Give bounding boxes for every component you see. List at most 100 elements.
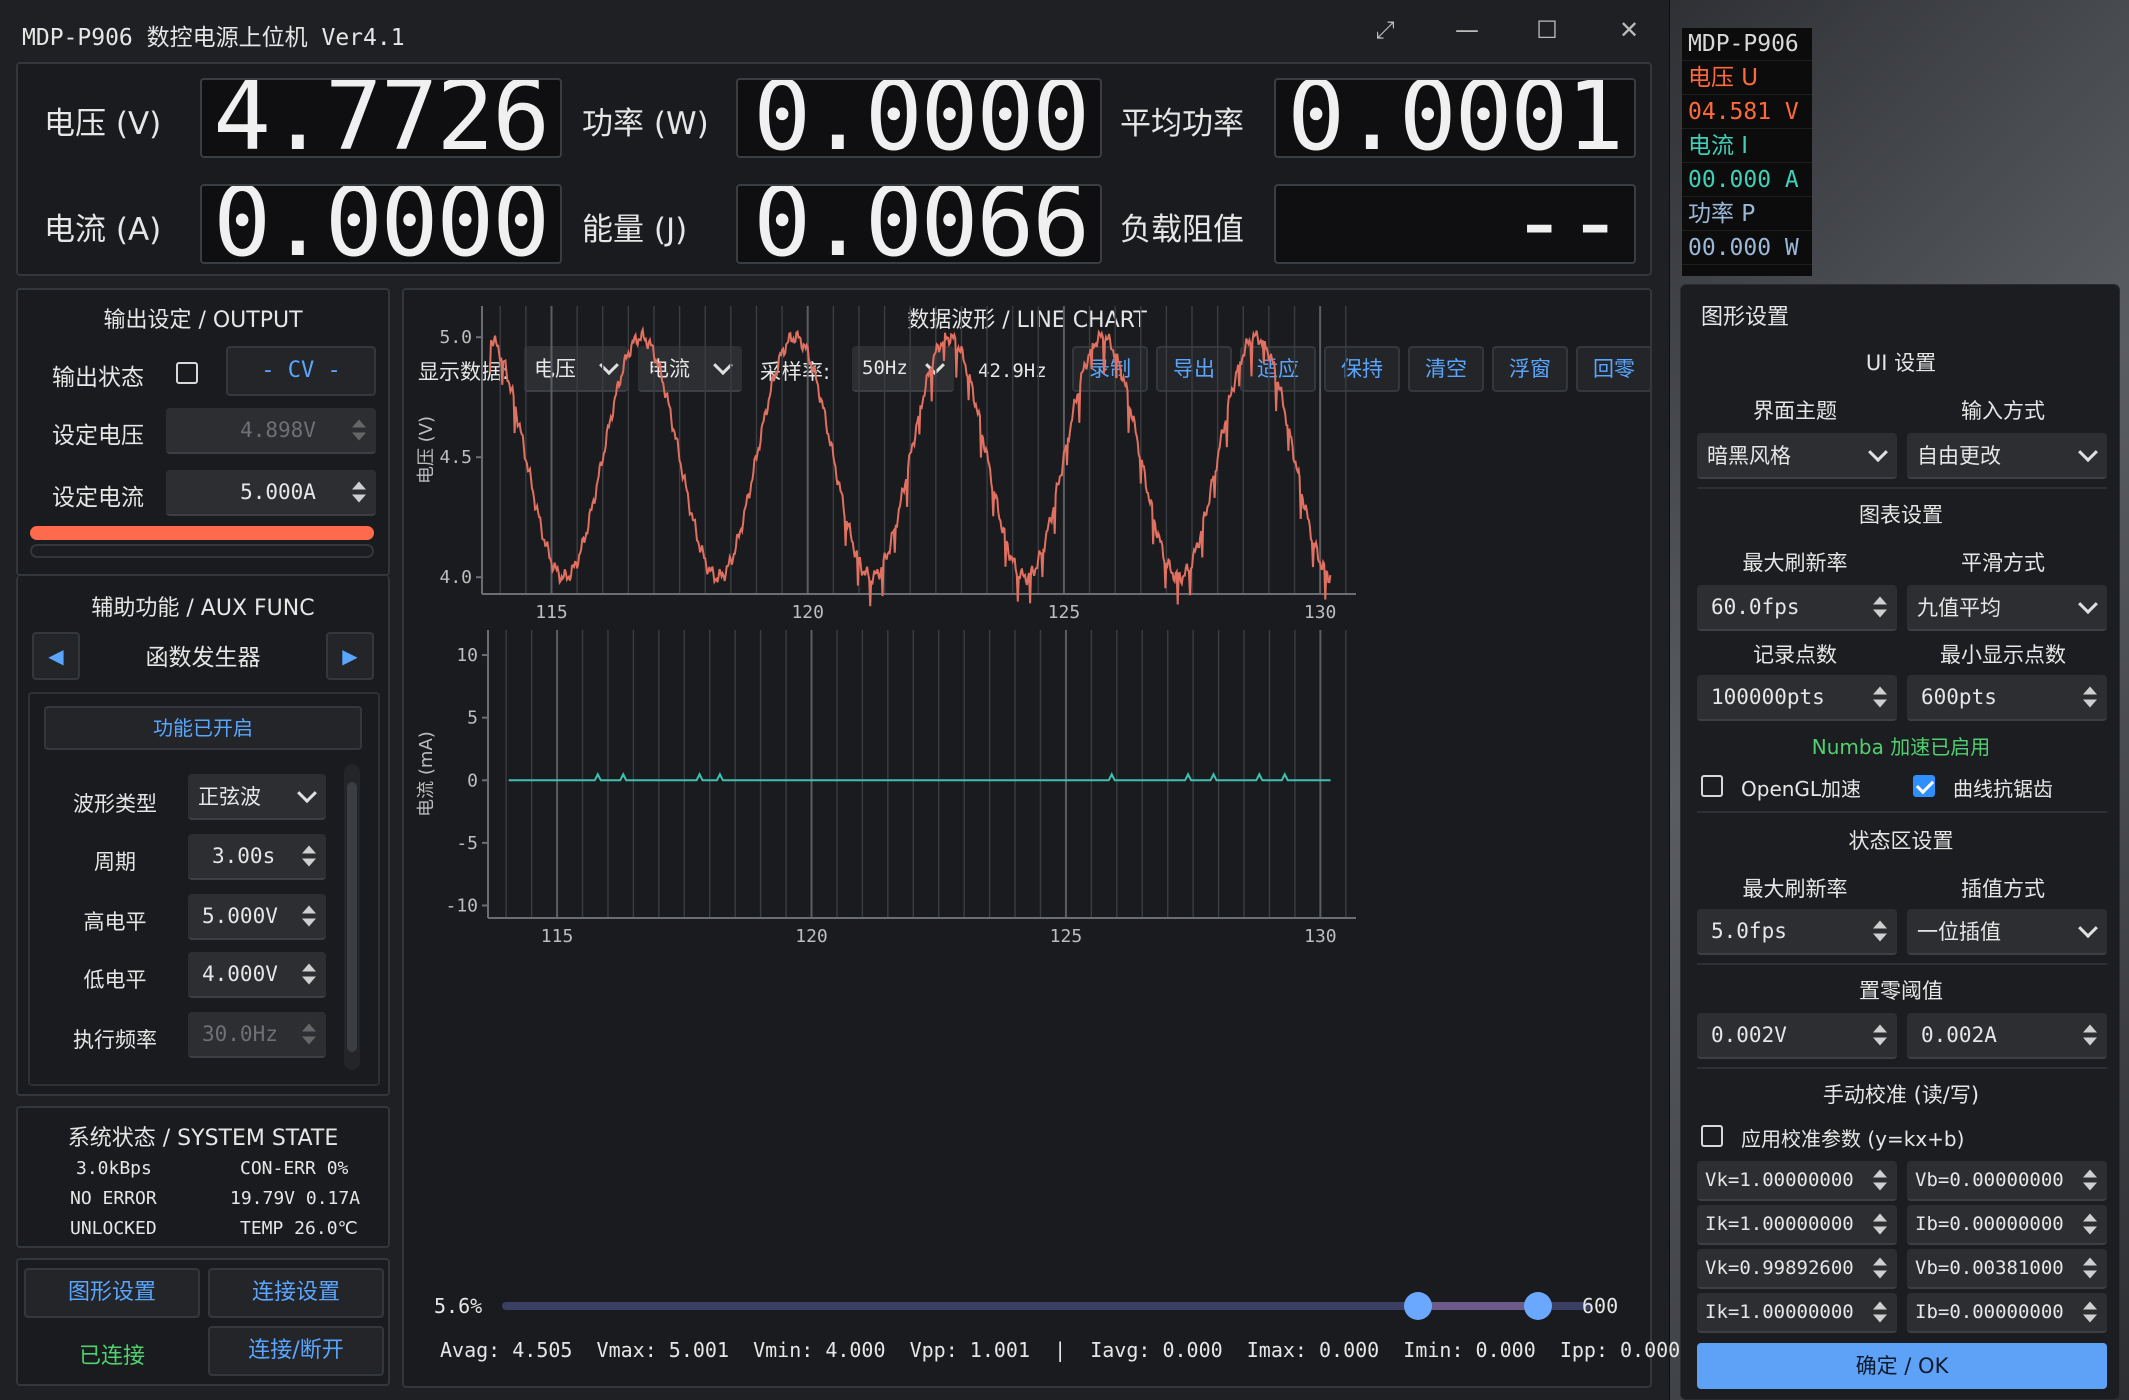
range-slider-upper-handle[interactable] xyxy=(1523,1292,1552,1320)
spin-arrows-icon[interactable] xyxy=(2083,1213,2097,1235)
spin-arrows-icon[interactable] xyxy=(352,419,366,441)
close-icon[interactable]: ✕ xyxy=(1618,16,1640,44)
spin-arrows-icon[interactable] xyxy=(302,963,316,985)
title-bar[interactable]: MDP-P906 数控电源上位机 Ver4.1 ⤢ — ☐ ✕ xyxy=(0,0,1670,62)
high-level-spinbox[interactable]: 5.000V xyxy=(188,894,326,940)
spin-arrows-icon[interactable] xyxy=(1873,686,1887,708)
show-data-combo-1[interactable]: 电压 xyxy=(524,346,628,392)
connection-settings-button[interactable]: 连接设置 xyxy=(208,1268,384,1318)
show-data-label: 显示数据: xyxy=(418,360,510,384)
mode-button[interactable]: - CV - xyxy=(226,346,376,396)
chevron-down-icon xyxy=(1868,442,1888,463)
wave-type-combo[interactable]: 正弦波 xyxy=(188,774,326,820)
mini-monitor: MDP-P906 电压 U 04.581 V 电流 I 00.000 A 功率 … xyxy=(1682,28,1812,276)
spin-arrows-icon[interactable] xyxy=(302,1023,316,1045)
record-points-label: 记录点数 xyxy=(1753,643,1837,667)
set-voltage-spinbox[interactable]: 4.898V xyxy=(166,408,376,454)
voltage-value: 4.7726 xyxy=(200,78,562,158)
next-func-button[interactable]: ▶ xyxy=(326,632,374,680)
ui-settings-label: UI 设置 xyxy=(1865,351,1937,375)
chart-button-5[interactable]: 清空 xyxy=(1408,346,1484,392)
vk-write-spinbox[interactable]: Vk=0.99892600 xyxy=(1697,1249,1897,1289)
input-mode-combo[interactable]: 自由更改 xyxy=(1907,433,2107,479)
opengl-checkbox[interactable] xyxy=(1701,775,1723,797)
ib-write-spinbox[interactable]: Ib=0.00000000 xyxy=(1907,1293,2107,1333)
spin-arrows-icon[interactable] xyxy=(302,845,316,867)
low-level-spinbox[interactable]: 4.000V xyxy=(188,952,326,998)
x-tick-label: 120 xyxy=(795,926,828,947)
power-value: 0.0000 xyxy=(736,78,1102,158)
range-slider-lower-handle[interactable] xyxy=(1403,1292,1432,1320)
spin-arrows-icon[interactable] xyxy=(1873,920,1887,942)
smooth-combo[interactable]: 九值平均 xyxy=(1907,585,2107,631)
record-points-spinbox[interactable]: 100000pts xyxy=(1697,675,1897,721)
ok-button[interactable]: 确定 / OK xyxy=(1697,1343,2107,1389)
interp-combo[interactable]: 一位插值 xyxy=(1907,909,2107,955)
spin-arrows-icon[interactable] xyxy=(1873,1024,1887,1046)
graph-settings-button[interactable]: 图形设置 xyxy=(24,1268,200,1318)
func-enabled-button[interactable]: 功能已开启 xyxy=(44,706,362,750)
calibration-apply-label: 应用校准参数 (y=kx+b) xyxy=(1741,1127,1965,1151)
spin-arrows-icon[interactable] xyxy=(2083,1257,2097,1279)
record-points-value: 100000pts xyxy=(1711,685,1825,709)
ib-read-spinbox[interactable]: Ib=0.00000000 xyxy=(1907,1205,2107,1245)
chart-button-4[interactable]: 保持 xyxy=(1324,346,1400,392)
theme-combo[interactable]: 暗黑风格 xyxy=(1697,433,1897,479)
energy-label: 能量 (J) xyxy=(582,212,688,248)
ik-read-spinbox[interactable]: Ik=1.00000000 xyxy=(1697,1205,1897,1245)
spin-arrows-icon[interactable] xyxy=(302,905,316,927)
spin-arrows-icon[interactable] xyxy=(1873,1257,1887,1279)
spin-arrows-icon[interactable] xyxy=(2083,686,2097,708)
theme-value: 暗黑风格 xyxy=(1707,444,1791,468)
connection-status: 已连接 xyxy=(78,1344,145,1369)
range-slider-track[interactable] xyxy=(502,1302,1592,1310)
sys-conerr: CON-ERR 0% xyxy=(240,1158,349,1179)
min-points-value: 600pts xyxy=(1921,685,1997,709)
set-current-spinbox[interactable]: 5.000A xyxy=(166,470,376,516)
scrollbar[interactable] xyxy=(344,764,360,1070)
chart-canvas: 115 120 125 130 5.0 4.5 4.0 电压 (V) 115 120 125 130 1… xyxy=(416,306,1356,947)
vk-read-spinbox[interactable]: Vk=1.00000000 xyxy=(1697,1161,1897,1201)
max-fps-value: 60.0fps xyxy=(1711,595,1800,619)
calibration-checkbox[interactable] xyxy=(1701,1125,1723,1147)
ik-write-spinbox[interactable]: Ik=1.00000000 xyxy=(1697,1293,1897,1333)
antialias-checkbox[interactable] xyxy=(1913,775,1935,797)
low-level-value: 4.000V xyxy=(202,962,278,986)
spin-arrows-icon[interactable] xyxy=(1873,1169,1887,1191)
antialias-label: 曲线抗锯齿 xyxy=(1953,777,2053,801)
chevron-down-icon xyxy=(2078,594,2098,615)
smooth-label: 平滑方式 xyxy=(1961,551,2045,575)
show-data-combo-2[interactable]: 电流 xyxy=(638,346,742,392)
series-line xyxy=(489,325,1332,607)
vb-read-spinbox[interactable]: Vb=0.00000000 xyxy=(1907,1161,2107,1201)
minimize-icon[interactable]: — xyxy=(1455,16,1479,44)
slider-right-label: 600 xyxy=(1582,1294,1619,1318)
min-points-spinbox[interactable]: 600pts xyxy=(1907,675,2107,721)
maximize-icon[interactable]: ☐ xyxy=(1536,16,1558,44)
spin-arrows-icon[interactable] xyxy=(2083,1301,2097,1323)
aux-title: 辅助功能 / AUX FUNC xyxy=(91,596,315,621)
chart-button-6[interactable]: 浮窗 xyxy=(1492,346,1568,392)
spin-arrows-icon[interactable] xyxy=(1873,1213,1887,1235)
vb-write-spinbox[interactable]: Vb=0.00381000 xyxy=(1907,1249,2107,1289)
spin-arrows-icon[interactable] xyxy=(2083,1169,2097,1191)
fullscreen-icon[interactable]: ⤢ xyxy=(1375,16,1395,44)
exec-rate-spinbox[interactable]: 30.0Hz xyxy=(188,1012,326,1058)
state-fps-spinbox[interactable]: 5.0fps xyxy=(1697,909,1897,955)
max-fps-spinbox[interactable]: 60.0fps xyxy=(1697,585,1897,631)
spin-arrows-icon[interactable] xyxy=(2083,1024,2097,1046)
chart-button-2[interactable]: 导出 xyxy=(1156,346,1232,392)
chart-button-7[interactable]: 回零 xyxy=(1576,346,1652,392)
period-spinbox[interactable]: 3.00s xyxy=(188,834,326,880)
zero-v-spinbox[interactable]: 0.002V xyxy=(1697,1013,1897,1059)
output-checkbox[interactable] xyxy=(176,362,198,384)
prev-func-button[interactable]: ◀ xyxy=(32,632,80,680)
scrollbar-thumb[interactable] xyxy=(347,782,357,1052)
spin-arrows-icon[interactable] xyxy=(1873,596,1887,618)
connect-toggle-button[interactable]: 连接/断开 xyxy=(208,1326,384,1376)
zero-i-spinbox[interactable]: 0.002A xyxy=(1907,1013,2107,1059)
spin-arrows-icon[interactable] xyxy=(352,481,366,503)
secondary-bar xyxy=(30,544,374,558)
spin-arrows-icon[interactable] xyxy=(1873,1301,1887,1323)
state-fps-value: 5.0fps xyxy=(1711,919,1787,943)
